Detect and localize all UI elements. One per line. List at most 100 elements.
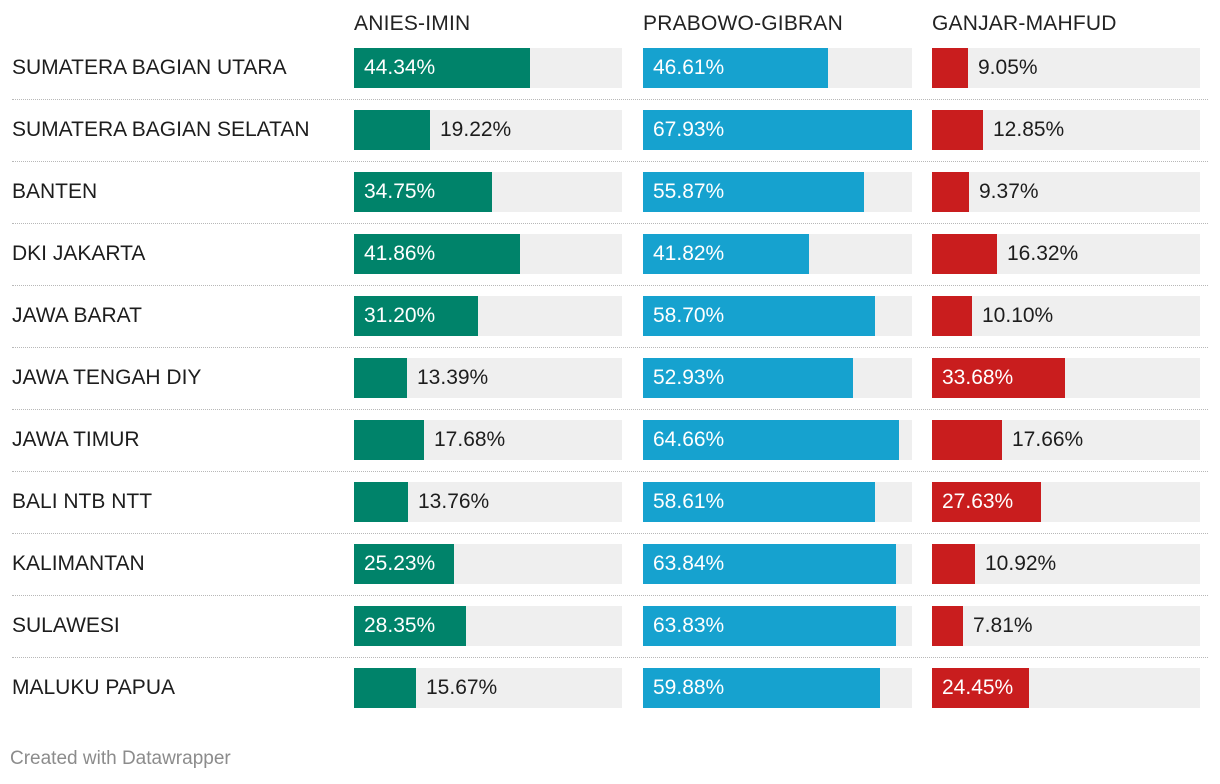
bar-track: 9.37% [932,172,1200,212]
bar-prabowo-gibran [643,48,828,88]
value-label: 31.20% [364,304,436,327]
value-label: 52.93% [653,366,725,389]
row-divider [12,161,1208,162]
row-label: MALUKU PAPUA [12,676,175,699]
value-label: 24.45% [942,676,1014,699]
value-label: 16.32% [1007,242,1079,265]
value-label: 25.23% [364,552,436,575]
bar-ganjar-mahfud [932,420,1002,460]
row-divider [12,347,1208,348]
value-label: 33.68% [942,366,1014,389]
row-divider [12,471,1208,472]
bar-track: 13.39% [354,358,622,398]
bar-anies-imin [354,110,430,150]
value-label: 58.70% [653,304,725,327]
chart-row-sulawesi: SULAWESI 28.35% 63.83% 7.81% [0,595,1220,657]
bar-ganjar-mahfud [932,482,1041,522]
bar-track: 13.76% [354,482,622,522]
value-label: 19.22% [440,118,512,141]
chart-row-bali-ntb-ntt: BALI NTB NTT 13.76% 58.61% 27.63% [0,471,1220,533]
row-divider [12,595,1208,596]
bar-ganjar-mahfud [932,544,975,584]
column-header-prabowo-gibran: PRABOWO-GIBRAN [643,12,843,35]
bar-anies-imin [354,606,466,646]
bar-track: 16.32% [932,234,1200,274]
value-label: 27.63% [942,490,1014,513]
value-label: 67.93% [653,118,725,141]
row-label: KALIMANTAN [12,552,145,575]
bar-track: 67.93% [643,110,912,150]
value-label: 64.66% [653,428,725,451]
bar-anies-imin [354,172,492,212]
chart-row-sumatera-bagian-selatan: SUMATERA BAGIAN SELATAN 19.22% 67.93% 12.85… [0,99,1220,161]
value-label: 63.84% [653,552,725,575]
bar-track: 15.67% [354,668,622,708]
bar-anies-imin [354,358,407,398]
bar-track: 58.70% [643,296,912,336]
row-divider [12,223,1208,224]
bar-ganjar-mahfud [932,110,983,150]
chart-row-sumatera-bagian-utara: SUMATERA BAGIAN UTARA 44.34% 46.61% 9.05% [0,37,1220,99]
value-label: 7.81% [973,614,1033,637]
value-label: 13.39% [417,366,489,389]
value-label: 58.61% [653,490,725,513]
column-header-ganjar-mahfud: GANJAR-MAHFUD [932,12,1117,35]
bar-ganjar-mahfud [932,296,972,336]
row-label: SUMATERA BAGIAN SELATAN [12,118,310,141]
row-label: JAWA TENGAH DIY [12,366,202,389]
row-divider [12,285,1208,286]
bar-anies-imin [354,544,454,584]
row-divider [12,533,1208,534]
bar-ganjar-mahfud [932,234,997,274]
chart-row-kalimantan: KALIMANTAN 25.23% 63.84% 10.92% [0,533,1220,595]
chart-row-jawa-timur: JAWA TIMUR 17.68% 64.66% 17.66% [0,409,1220,471]
bar-prabowo-gibran [643,358,853,398]
chart-row-jawa-barat: JAWA BARAT 31.20% 58.70% 10.10% [0,285,1220,347]
row-label: BALI NTB NTT [12,490,153,513]
bar-track: 59.88% [643,668,912,708]
value-label: 15.67% [426,676,498,699]
chart-row-banten: BANTEN 34.75% 55.87% 9.37% [0,161,1220,223]
chart-row-maluku-papua: MALUKU PAPUA 15.67% 59.88% 24.45% [0,657,1220,719]
row-divider [12,409,1208,410]
bar-prabowo-gibran [643,420,899,460]
bar-track: 9.05% [932,48,1200,88]
value-label: 46.61% [653,56,725,79]
bar-track: 17.66% [932,420,1200,460]
value-label: 59.88% [653,676,725,699]
column-header-anies-imin: ANIES-IMIN [354,12,471,35]
bar-track: 28.35% [354,606,622,646]
value-label: 44.34% [364,56,436,79]
bar-prabowo-gibran [643,172,864,212]
bar-anies-imin [354,234,520,274]
bar-prabowo-gibran [643,482,875,522]
bar-anies-imin [354,296,478,336]
value-label: 17.68% [434,428,506,451]
value-label: 41.86% [364,242,436,265]
row-label: JAWA TIMUR [12,428,140,451]
row-divider [12,99,1208,100]
bar-track: 17.68% [354,420,622,460]
bar-prabowo-gibran [643,606,896,646]
value-label: 34.75% [364,180,436,203]
value-label: 28.35% [364,614,436,637]
value-label: 10.10% [982,304,1054,327]
value-label: 13.76% [418,490,490,513]
bar-track: 44.34% [354,48,622,88]
bar-ganjar-mahfud [932,48,968,88]
row-label: DKI JAKARTA [12,242,146,265]
bar-track: 55.87% [643,172,912,212]
bar-ganjar-mahfud [932,668,1029,708]
bar-track: 63.83% [643,606,912,646]
bar-prabowo-gibran [643,110,912,150]
bar-track: 63.84% [643,544,912,584]
bar-track: 10.10% [932,296,1200,336]
bar-ganjar-mahfud [932,172,969,212]
bar-track: 24.45% [932,668,1200,708]
bar-track: 46.61% [643,48,912,88]
chart-row-jawa-tengah-diy: JAWA TENGAH DIY 13.39% 52.93% 33.68% [0,347,1220,409]
bar-track: 12.85% [932,110,1200,150]
bar-track: 31.20% [354,296,622,336]
bar-track: 52.93% [643,358,912,398]
